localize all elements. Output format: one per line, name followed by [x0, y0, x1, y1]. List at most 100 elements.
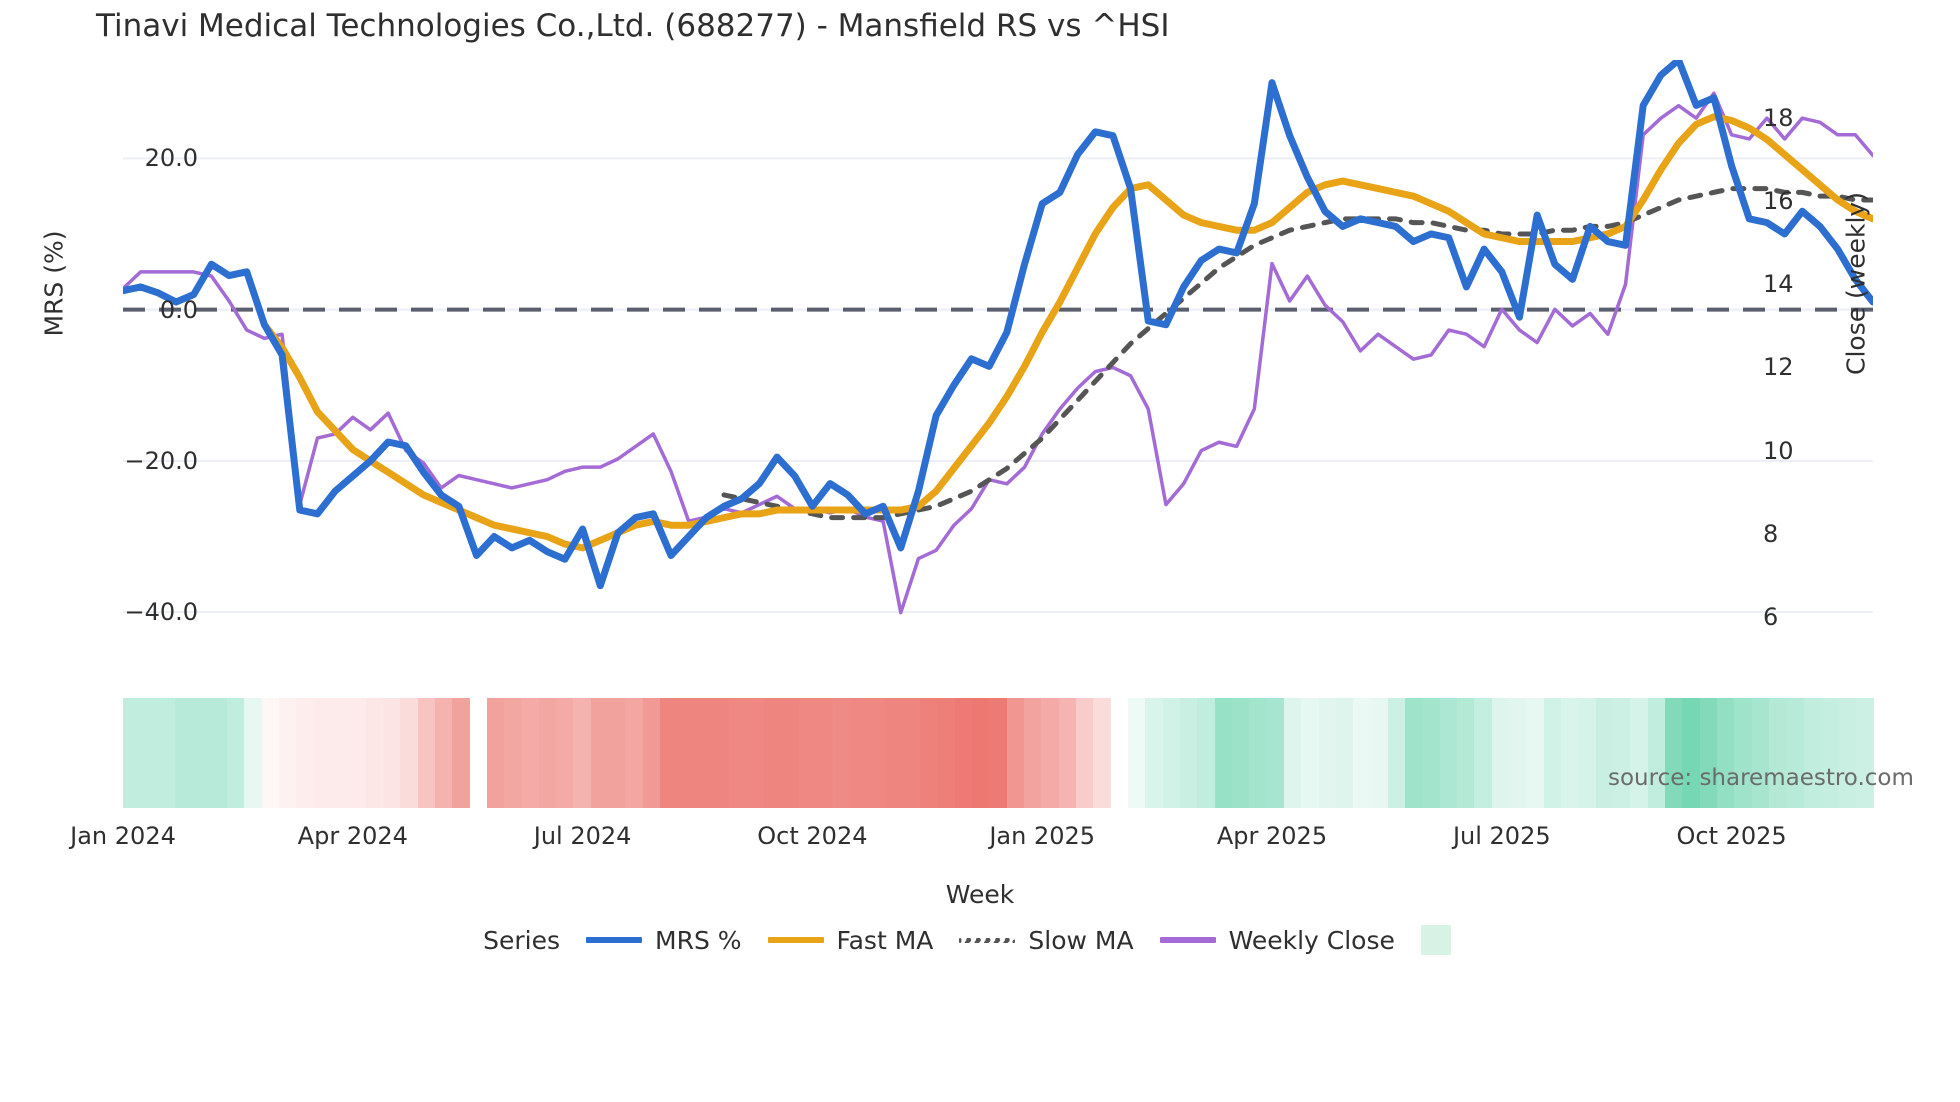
heatmap-cell	[1509, 698, 1528, 808]
heatmap-cell	[1422, 698, 1441, 808]
legend-title: Series	[483, 925, 561, 955]
heatmap-cell	[1682, 698, 1701, 808]
heatmap-cell	[590, 698, 609, 808]
x-tick-label: Apr 2025	[1216, 822, 1328, 850]
y-tick-label-left: −20.0	[124, 446, 198, 475]
legend-item-label: MRS %	[655, 925, 742, 955]
heatmap-cell	[1318, 698, 1337, 808]
heatmap-cell	[278, 698, 297, 808]
heatmap-cell	[573, 698, 592, 808]
heatmap-cell	[729, 698, 748, 808]
heatmap-cell	[1266, 698, 1285, 808]
heatmap-cell	[1387, 698, 1406, 808]
heatmap-cell	[1405, 698, 1424, 808]
heatmap-cell	[1370, 698, 1389, 808]
heatmap-cell	[157, 698, 176, 808]
y-tick-label-right: 18	[1763, 104, 1794, 133]
heatmap-cell	[954, 698, 973, 808]
x-tick-label: Apr 2024	[297, 822, 408, 850]
heatmap-cell	[556, 698, 575, 808]
heatmap-cell	[1769, 698, 1787, 808]
y-tick-label-right: 8	[1763, 519, 1779, 548]
source-watermark: source: sharemaestro.com	[1608, 765, 1914, 791]
y-tick-label-right: 12	[1763, 353, 1794, 382]
heatmap-cell	[1561, 698, 1580, 808]
heatmap-cell	[330, 698, 349, 808]
plot-area	[123, 60, 1873, 650]
heatmap-cell	[885, 698, 904, 808]
heatmap-cell	[296, 698, 315, 808]
heatmap-cell	[1786, 698, 1805, 808]
series-line-mrs	[123, 60, 1873, 590]
heatmap-cell	[1214, 698, 1233, 808]
heatmap-cell	[1526, 698, 1545, 808]
heatmap-cell	[174, 698, 193, 808]
x-tick-label: Oct 2024	[757, 822, 868, 850]
x-axis-title: Week	[945, 880, 1015, 909]
heatmap-cell	[816, 698, 834, 808]
heatmap-cell	[1075, 698, 1094, 808]
heatmap-cell	[1335, 698, 1354, 808]
heatmap-cell	[452, 698, 471, 808]
heatmap-cell	[781, 698, 800, 808]
heatmap-cell	[1058, 698, 1077, 808]
heatmap-cell	[1439, 698, 1458, 808]
heatmap-cell	[694, 698, 713, 808]
heatmap-cell	[1474, 698, 1493, 808]
x-tick-label: Jul 2024	[533, 822, 632, 850]
heatmap-cell	[1613, 698, 1632, 808]
heatmap-cell	[764, 698, 782, 808]
relative-strength-heatmap	[123, 698, 1874, 808]
heatmap-cell	[434, 698, 453, 808]
heatmap-cell	[798, 698, 817, 808]
y-tick-label-left: −40.0	[124, 598, 198, 627]
heatmap-cell	[1630, 698, 1649, 808]
heatmap-cell	[417, 698, 436, 808]
heatmap-cell	[1821, 698, 1839, 808]
heatmap-cell	[1717, 698, 1735, 808]
heatmap-cell	[712, 698, 731, 808]
legend-line-swatch	[959, 937, 1016, 943]
heatmap-cell	[123, 698, 141, 808]
legend-item[interactable]: MRS %	[586, 926, 742, 955]
heatmap-cell	[538, 698, 557, 808]
heatmap-cell	[1197, 698, 1216, 808]
heatmap-cell	[1353, 698, 1372, 808]
legend-line-swatch	[586, 937, 643, 943]
legend-line-swatch	[767, 937, 824, 943]
heatmap-cell	[348, 698, 367, 808]
heatmap-cell	[902, 698, 921, 808]
heatmap-cell	[920, 698, 938, 808]
heatmap-cell	[1838, 698, 1857, 808]
heatmap-cell	[1734, 698, 1753, 808]
heatmap-cell	[504, 698, 523, 808]
heatmap-cell	[1283, 698, 1302, 808]
y-tick-label-left: 20.0	[144, 144, 198, 173]
heatmap-cell	[972, 698, 990, 808]
y-tick-label-right: 10	[1763, 436, 1794, 465]
heatmap-cell	[1231, 698, 1250, 808]
heatmap-cell	[1699, 698, 1718, 808]
heatmap-cell	[868, 698, 886, 808]
heatmap-cell	[261, 698, 280, 808]
legend-item[interactable]	[1420, 925, 1451, 955]
heatmap-cell	[937, 698, 956, 808]
heatmap-cell	[1543, 698, 1562, 808]
heatmap-cell	[1179, 698, 1198, 808]
legend-item[interactable]: Slow MA	[959, 926, 1134, 955]
chart-canvas	[123, 60, 1873, 615]
legend-item[interactable]: Fast MA	[767, 925, 934, 955]
heatmap-cell	[989, 698, 1008, 808]
legend-item-label: Fast MA	[836, 925, 934, 955]
heatmap-cell	[1301, 698, 1320, 808]
heatmap-cell	[521, 698, 540, 808]
heatmap-cell	[382, 698, 401, 808]
y-tick-label-right: 6	[1763, 602, 1779, 631]
heatmap-cell	[1145, 698, 1164, 808]
heatmap-cell	[192, 698, 211, 808]
chart-legend: Series MRS % Fast MA Slow MA Weekly Close	[0, 925, 1960, 955]
y-axis-left-title: MRS (%)	[39, 230, 69, 337]
heatmap-cell	[365, 698, 384, 808]
legend-item[interactable]: Weekly Close	[1159, 926, 1395, 955]
heatmap-cell	[209, 698, 228, 808]
